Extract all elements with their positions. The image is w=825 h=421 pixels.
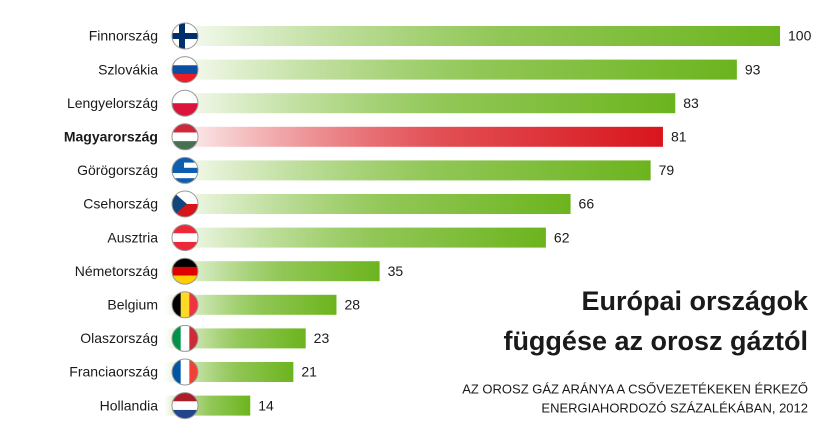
- flag-rim: [171, 257, 199, 285]
- category-label: Franciaország: [69, 364, 158, 380]
- value-label: 21: [301, 364, 317, 380]
- category-label: Ausztria: [107, 229, 158, 245]
- chart-subtitle: ENERGIAHORDOZÓ SZÁZALÉKÁBAN, 2012: [541, 400, 808, 415]
- category-label: Csehország: [83, 196, 158, 212]
- category-label: Finnország: [89, 28, 158, 44]
- bar: [164, 227, 546, 248]
- value-label: 93: [745, 61, 761, 77]
- value-label: 14: [258, 397, 274, 413]
- category-label: Görögország: [77, 162, 158, 178]
- value-label: 66: [579, 196, 595, 212]
- category-label: Németország: [75, 263, 158, 279]
- flag: [172, 90, 198, 117]
- value-label: 79: [659, 162, 675, 178]
- bar: [164, 261, 380, 282]
- category-label: Lengyelország: [67, 95, 158, 111]
- flag-rim: [171, 324, 199, 352]
- value-label: 81: [671, 129, 687, 145]
- flag-rim: [171, 190, 199, 218]
- value-label: 35: [388, 263, 404, 279]
- flag-rim: [171, 392, 199, 420]
- flag: [172, 325, 198, 352]
- flag-rim: [171, 123, 199, 151]
- flag: [172, 291, 198, 318]
- chart-title: Európai országok: [581, 286, 809, 316]
- flag: [172, 359, 198, 385]
- category-label: Szlovákia: [98, 61, 158, 77]
- flag-rim: [171, 89, 199, 117]
- bar: [164, 194, 571, 214]
- flag-rim: [171, 156, 199, 184]
- flag-rim: [171, 56, 199, 84]
- flag: [172, 123, 198, 150]
- category-label: Hollandia: [100, 397, 159, 413]
- flag-rim: [171, 358, 199, 386]
- bar: [164, 328, 306, 349]
- chart-title: függése az orosz gáztól: [503, 326, 808, 356]
- bar: [164, 26, 780, 46]
- flag: [172, 258, 198, 285]
- value-label: 83: [683, 95, 699, 111]
- flag-rim: [171, 291, 199, 319]
- value-label: 100: [788, 28, 812, 44]
- bar: [164, 126, 663, 147]
- bar: [164, 59, 737, 80]
- flag: [172, 23, 198, 49]
- value-label: 23: [314, 330, 330, 346]
- flag: [172, 392, 198, 419]
- category-label: Olaszország: [80, 330, 158, 346]
- flag: [172, 224, 198, 251]
- bar: [164, 93, 676, 114]
- value-label: 28: [344, 297, 360, 313]
- flag: [172, 56, 198, 83]
- bar: [164, 160, 651, 181]
- flag: [172, 191, 198, 217]
- flag-rim: [171, 224, 199, 252]
- chart-subtitle: AZ OROSZ GÁZ ARÁNYA A CSŐVEZETÉKEKEN ÉRK…: [462, 381, 808, 396]
- flag-rim: [171, 22, 199, 50]
- value-label: 62: [554, 229, 570, 245]
- category-label: Belgium: [107, 297, 158, 313]
- bar: [164, 294, 337, 315]
- category-label: Magyarország: [64, 129, 158, 145]
